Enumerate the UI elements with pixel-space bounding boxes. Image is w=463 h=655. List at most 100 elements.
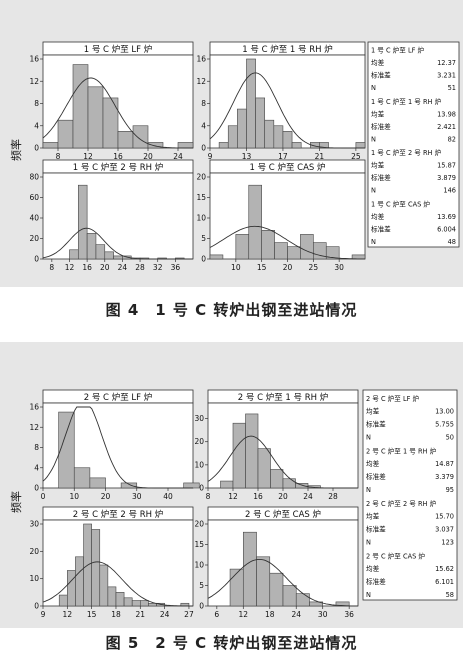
x-tick-label: 30 xyxy=(334,263,344,272)
y-tick-label: 0 xyxy=(34,255,39,264)
legend-stat-value: 13.00 xyxy=(435,408,454,416)
legend-group-title: 2 号 C 炉至 2 号 RH 炉 xyxy=(366,499,437,508)
normal-curve xyxy=(42,561,193,607)
histogram-bar xyxy=(104,251,114,260)
legend-group-title: 1 号 C 炉至 2 号 RH 炉 xyxy=(371,148,442,157)
histogram-bar xyxy=(75,556,84,607)
figure-4-panel: 1 号 C 炉至 LF 炉 0 4 8 12 16 8 12 16 20 24 1 号 C 炉至 1 … xyxy=(0,0,463,287)
x-tick-label: 20 xyxy=(101,492,111,501)
statistics-legend: 1 号 C 炉至 LF 炉均差 12.37 标准差 3.231 N 51 1 号 C 炉至 … xyxy=(367,41,460,248)
y-tick-label: 0 xyxy=(34,484,39,493)
legend-stat-label: N xyxy=(366,433,371,441)
x-tick-label: 10 xyxy=(69,492,79,501)
legend-stat-value: 15.70 xyxy=(435,513,454,521)
y-tick-label: 16 xyxy=(196,55,206,64)
histogram-bar xyxy=(209,254,224,260)
figure-5-panel: 2 号 C 炉至 LF 炉 0 4 8 12 16 0 10 20 30 40 2 号 C 炉至 1 … xyxy=(0,342,463,628)
legend-stat-label: 均差 xyxy=(366,459,380,468)
histogram-bar xyxy=(183,482,200,489)
legend-stat-value: 123 xyxy=(441,538,454,546)
legend-stat-label: 均差 xyxy=(366,512,380,521)
plot-area xyxy=(42,172,194,260)
legend-stat-value: 6.004 xyxy=(437,225,456,233)
histogram-bar xyxy=(235,234,250,260)
y-axis-label: 频率 xyxy=(9,139,23,161)
x-tick-label: 13 xyxy=(242,152,252,161)
legend-box xyxy=(362,389,458,601)
histogram-panel: 2 号 C 炉至 2 号 RH 炉 0 10 20 30 9 12 15 18 21 24 27 xyxy=(29,506,194,619)
legend-stat-label: N xyxy=(371,238,376,246)
histogram-bar xyxy=(132,125,149,149)
legend-stat-label: 均差 xyxy=(371,161,385,170)
y-tick-label: 8 xyxy=(201,99,206,108)
x-tick-label: 9 xyxy=(208,152,213,161)
x-tick-label: 15 xyxy=(257,263,267,272)
x-tick-label: 12 xyxy=(63,610,73,619)
x-tick-label: 12 xyxy=(228,492,238,501)
histogram-panel: 2 号 C 炉至 LF 炉 0 4 8 12 16 0 10 20 30 40 xyxy=(29,389,200,501)
histogram-bar xyxy=(77,184,88,260)
x-tick-label: 9 xyxy=(41,610,46,619)
histogram-bar xyxy=(232,422,246,489)
histogram-bar xyxy=(57,119,74,149)
x-tick-label: 24 xyxy=(303,492,313,501)
legend-stat-label: N xyxy=(366,591,371,599)
legend-stat-label: 标准差 xyxy=(366,577,386,586)
legend-stat-label: N xyxy=(366,486,371,494)
histogram-panel: 1 号 C 炉至 CAS 炉 0 5 10 15 20 10 15 20 25 30 xyxy=(196,159,366,272)
histogram-bar xyxy=(91,529,101,607)
histogram-panel: 1 号 C 炉至 LF 炉 0 4 8 12 16 8 12 16 20 24 xyxy=(29,41,194,161)
histogram-bar xyxy=(87,86,104,149)
y-tick-label: 20 xyxy=(29,234,39,243)
legend-stat-value: 48 xyxy=(448,238,456,246)
histogram-bar xyxy=(73,467,91,489)
y-tick-label: 12 xyxy=(29,423,39,432)
histogram-bar xyxy=(123,597,133,607)
histogram-bar xyxy=(261,230,275,260)
y-tick-label: 0 xyxy=(199,602,204,611)
legend-group-title: 1 号 C 炉至 CAS 炉 xyxy=(371,199,430,208)
legend-stat-label: 均差 xyxy=(371,212,385,221)
x-tick-label: 30 xyxy=(318,610,328,619)
legend-stat-label: 均差 xyxy=(366,564,380,573)
normal-curve xyxy=(209,72,365,149)
histogram-bar xyxy=(282,585,297,607)
x-tick-label: 24 xyxy=(118,263,128,272)
y-axis-label: 频率 xyxy=(9,491,23,513)
legend-stat-label: N xyxy=(371,135,376,143)
legend-stat-value: 3.879 xyxy=(437,174,456,182)
legend-group-title: 2 号 C 炉至 1 号 RH 炉 xyxy=(366,446,437,455)
histogram-bar xyxy=(218,142,229,149)
x-tick-label: 40 xyxy=(163,492,173,501)
legend-stat-label: 标准差 xyxy=(371,224,391,233)
legend-stat-value: 5.755 xyxy=(435,420,454,428)
x-tick-label: 12 xyxy=(239,610,249,619)
x-tick-label: 24 xyxy=(291,610,301,619)
y-tick-label: 4 xyxy=(34,463,39,472)
y-tick-label: 0 xyxy=(34,144,39,153)
legend-group-title: 2 号 C 炉至 CAS 炉 xyxy=(366,551,425,560)
x-tick-label: 25 xyxy=(351,152,361,161)
histogram-bar xyxy=(319,142,329,149)
legend-stat-value: 15.87 xyxy=(437,162,456,170)
histogram-bar xyxy=(115,592,125,607)
histogram-bar xyxy=(177,142,194,149)
legend-stat-value: 3.379 xyxy=(435,473,454,481)
y-tick-label: 20 xyxy=(29,547,39,556)
histogram-bar xyxy=(131,600,141,607)
histogram-bar xyxy=(89,477,106,489)
y-tick-label: 80 xyxy=(29,173,39,182)
histogram-bar xyxy=(227,125,238,149)
legend-stat-value: 50 xyxy=(446,433,454,441)
x-tick-label: 18 xyxy=(111,610,121,619)
legend-stat-value: 3.037 xyxy=(435,525,454,533)
histogram-bar xyxy=(274,242,288,260)
histogram-bar xyxy=(255,97,266,149)
y-tick-label: 8 xyxy=(34,99,39,108)
histogram-bar xyxy=(300,234,314,260)
histogram-bar xyxy=(120,482,138,489)
y-tick-label: 0 xyxy=(34,602,39,611)
panel-title: 1 号 C 炉至 1 号 RH 炉 xyxy=(242,44,332,55)
x-tick-label: 20 xyxy=(100,263,110,272)
